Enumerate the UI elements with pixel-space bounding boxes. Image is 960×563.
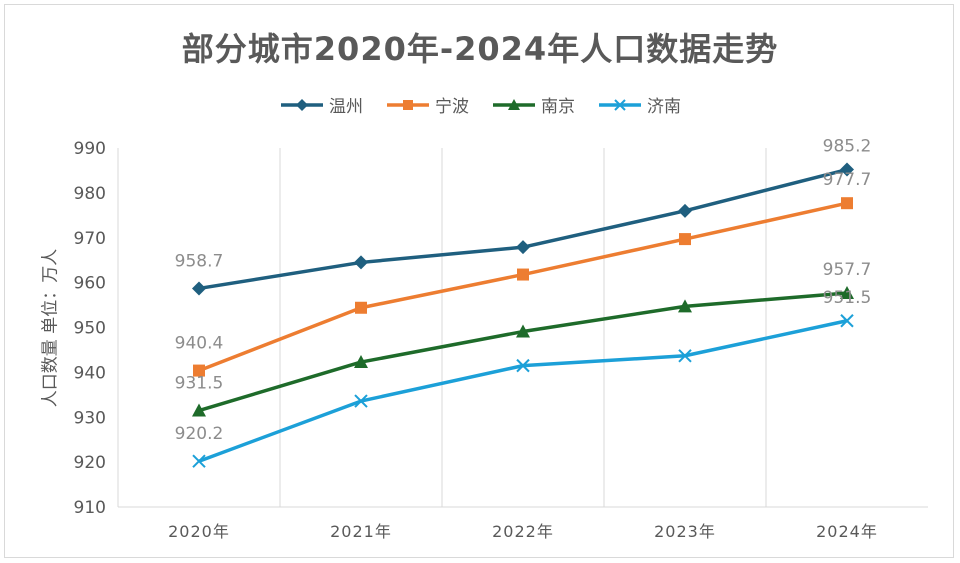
legend-label: 温州	[329, 97, 363, 117]
data-label: 958.7	[175, 251, 224, 271]
data-point-marker	[192, 281, 206, 296]
legend-item: 宁波	[385, 92, 469, 117]
data-point-marker	[192, 454, 206, 468]
data-point-marker	[840, 162, 854, 177]
data-point-marker	[840, 314, 854, 328]
data-label: 940.4	[175, 334, 224, 354]
legend-item: 济南	[597, 92, 681, 117]
data-point-marker	[516, 358, 530, 373]
series-line	[198, 291, 848, 413]
data-point-marker	[354, 355, 368, 369]
data-label: 957.7	[823, 260, 872, 280]
legend-swatch-icon	[387, 99, 429, 110]
data-point-marker	[192, 403, 206, 417]
data-point-marker	[614, 98, 626, 111]
legend-swatch-icon	[493, 98, 535, 110]
data-point-marker	[516, 324, 530, 338]
data-point-marker	[840, 285, 854, 299]
data-label: 920.2	[175, 424, 224, 444]
y-tick-label: 960	[74, 274, 106, 294]
data-point-marker	[508, 98, 520, 110]
data-label: 977.7	[823, 170, 872, 190]
series-line	[198, 201, 848, 373]
y-tick-label: 980	[74, 184, 106, 204]
legend-label: 济南	[647, 97, 681, 117]
data-point-marker	[403, 99, 413, 110]
data-point-marker	[354, 255, 368, 270]
data-point-marker	[355, 301, 367, 314]
chart-legend: 温州 宁波 南京 济南	[0, 92, 960, 117]
data-label: 951.5	[823, 288, 872, 308]
chart-title: 部分城市2020年-2024年人口数据走势	[181, 30, 779, 68]
data-label: 931.5	[175, 374, 224, 394]
data-point-marker	[678, 349, 692, 363]
data-point-marker	[679, 233, 691, 246]
y-tick-label: 930	[74, 408, 106, 428]
data-point-marker	[841, 197, 853, 210]
data-point-marker	[193, 364, 205, 377]
legend-swatch-icon	[281, 98, 323, 111]
legend-label: 南京	[541, 97, 575, 117]
data-label: 985.2	[823, 137, 872, 157]
data-point-marker	[517, 268, 529, 281]
y-tick-label: 940	[74, 363, 106, 383]
chart-frame	[4, 4, 954, 558]
y-tick-label: 910	[74, 498, 106, 518]
series-line	[198, 319, 848, 463]
x-tick-label: 2020年	[168, 522, 230, 541]
legend-swatch-icon	[599, 98, 641, 111]
x-tick-label: 2023年	[654, 522, 716, 541]
data-point-marker	[354, 394, 368, 408]
y-tick-label: 990	[74, 139, 106, 159]
data-point-marker	[516, 240, 530, 255]
legend-label: 宁波	[435, 97, 469, 117]
legend-item: 南京	[491, 92, 575, 117]
legend-item: 温州	[279, 92, 363, 117]
x-tick-label: 2021年	[330, 522, 392, 541]
y-tick-label: 970	[74, 229, 106, 249]
y-tick-label: 920	[74, 453, 106, 473]
x-tick-label: 2024年	[816, 522, 878, 541]
data-point-marker	[296, 98, 308, 111]
data-point-marker	[678, 203, 692, 218]
x-tick-label: 2022年	[492, 522, 554, 541]
data-point-marker	[678, 299, 692, 313]
y-tick-label: 950	[74, 319, 106, 339]
